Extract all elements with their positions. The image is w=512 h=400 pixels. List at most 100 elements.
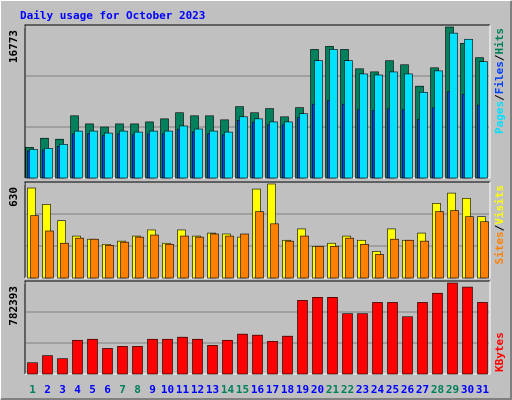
bar	[345, 237, 354, 279]
bar	[285, 240, 294, 279]
bar	[72, 339, 83, 375]
bar	[375, 254, 384, 279]
bar	[87, 338, 98, 375]
bar	[120, 241, 129, 279]
x-tick-label: 31	[476, 383, 490, 396]
x-tick-label: 20	[311, 383, 324, 396]
bar	[284, 121, 293, 179]
bar	[402, 316, 413, 375]
legend-separator: /	[493, 94, 506, 101]
bar	[162, 338, 173, 375]
legend-separator: /	[493, 224, 506, 231]
legend-entry: Hits	[493, 28, 506, 55]
bar	[59, 144, 68, 179]
bar	[27, 362, 38, 375]
bar	[164, 130, 173, 179]
bar	[344, 60, 353, 179]
bar	[225, 235, 234, 279]
bar	[447, 282, 458, 375]
bar	[404, 73, 413, 179]
bar	[372, 302, 383, 375]
bar	[117, 346, 128, 375]
bar	[432, 292, 443, 375]
bar	[29, 149, 38, 179]
legend-separator: /	[493, 54, 506, 61]
y-tick-label: 782393	[7, 286, 20, 326]
bar	[357, 313, 368, 375]
bar	[180, 235, 189, 279]
bar	[374, 74, 383, 179]
bar	[297, 300, 308, 375]
bar	[134, 131, 143, 179]
bar	[44, 148, 53, 179]
legend: Pages/Files/Hits	[493, 28, 506, 134]
bar	[360, 243, 369, 279]
bar	[177, 336, 188, 375]
legend-entry: Files	[493, 61, 506, 94]
bar	[149, 130, 158, 179]
x-tick-label: 25	[386, 383, 399, 396]
bar	[417, 302, 428, 375]
y-tick-label: 16773	[7, 30, 20, 63]
bar	[419, 91, 428, 179]
legend-entry: Sites	[493, 231, 506, 264]
x-tick-label: 5	[89, 383, 96, 396]
bar	[315, 246, 324, 279]
bar	[479, 61, 488, 179]
bar	[465, 216, 474, 279]
bar	[389, 71, 398, 179]
bar	[195, 236, 204, 279]
bar	[179, 125, 188, 179]
bar	[329, 49, 338, 179]
bar	[462, 286, 473, 375]
x-tick-label: 11	[176, 383, 190, 396]
bar	[327, 297, 338, 375]
bar	[135, 236, 144, 279]
bar	[90, 238, 99, 279]
x-tick-label: 7	[119, 383, 126, 396]
bar	[300, 235, 309, 279]
x-tick-label: 26	[401, 383, 415, 396]
bar	[102, 348, 113, 375]
y-tick-label: 630	[7, 187, 20, 207]
bar	[387, 302, 398, 375]
x-tick-label: 22	[341, 383, 354, 396]
legend: Sites/Visits	[493, 185, 506, 265]
x-tick-label: 1	[29, 383, 36, 396]
x-tick-label: 30	[461, 383, 474, 396]
legend: KBytes	[493, 332, 506, 372]
bar	[269, 121, 278, 179]
x-tick-label: 10	[161, 383, 174, 396]
bar	[192, 338, 203, 375]
x-tick-label: 19	[296, 383, 309, 396]
bar	[282, 335, 293, 375]
bar	[267, 340, 278, 375]
bar	[30, 215, 39, 279]
x-tick-label: 2	[44, 383, 51, 396]
bar	[314, 60, 323, 179]
bar	[252, 334, 263, 375]
bar	[270, 223, 279, 279]
bar	[147, 338, 158, 375]
x-tick-label: 13	[206, 383, 219, 396]
x-tick-label: 6	[104, 383, 111, 396]
bar	[239, 116, 248, 179]
bar	[390, 238, 399, 279]
x-tick-label: 3	[59, 383, 66, 396]
bar	[207, 345, 218, 375]
bar	[104, 132, 113, 179]
x-tick-label: 8	[134, 383, 141, 396]
bar	[342, 313, 353, 375]
bar	[60, 242, 69, 279]
bar	[464, 38, 473, 179]
legend-entry: Visits	[493, 185, 506, 225]
bar	[359, 73, 368, 179]
bar	[405, 239, 414, 279]
bar	[57, 358, 68, 375]
bar	[480, 221, 489, 279]
x-tick-label: 15	[236, 383, 249, 396]
bar	[42, 355, 53, 375]
bar	[477, 302, 488, 375]
